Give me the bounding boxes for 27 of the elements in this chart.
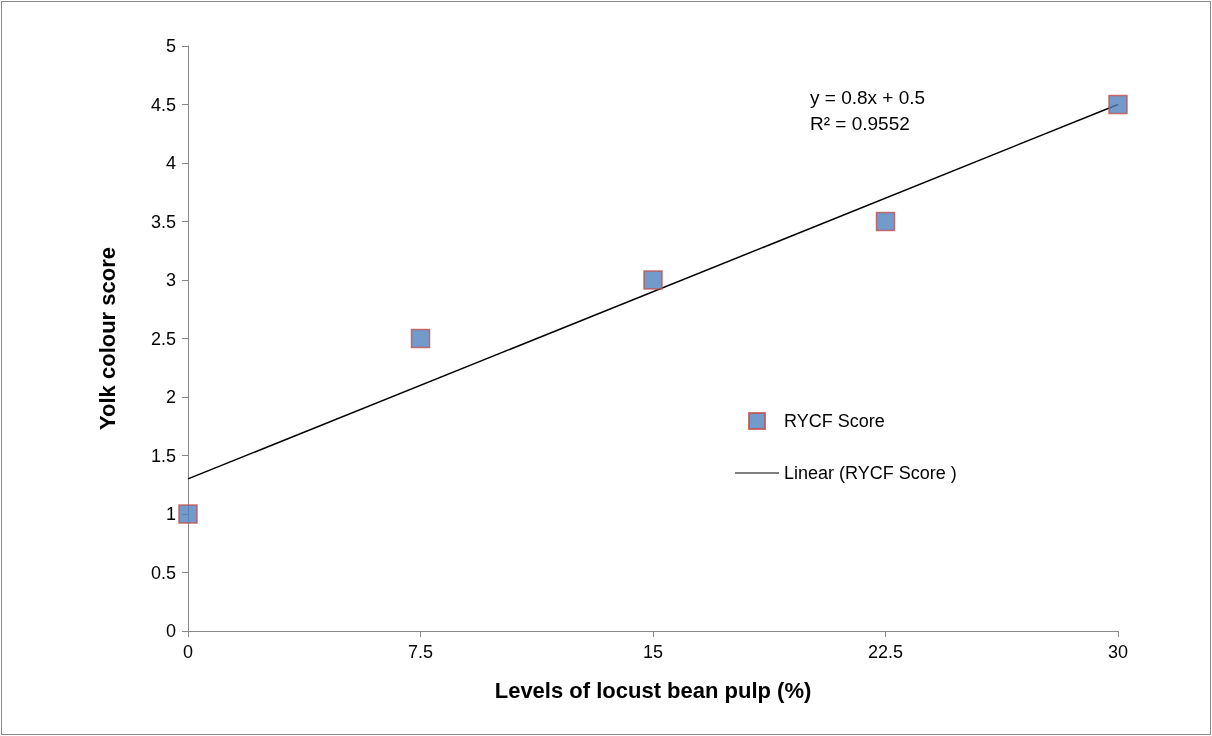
y-tick-label: 3.5	[150, 211, 176, 232]
x-tick-label: 22.5	[867, 642, 904, 662]
annotation: y = 0.8x + 0.5	[810, 87, 926, 108]
x-tick-label: 15	[642, 642, 664, 662]
point	[178, 504, 198, 524]
legend-label: Linear (RYCF Score )	[784, 463, 957, 483]
point	[1108, 94, 1128, 115]
legend-label: RYCF Score	[784, 411, 885, 431]
annotation: R² = 0.9552	[810, 113, 910, 134]
y-tick-label: 0.5	[150, 562, 176, 583]
y-tick-label: 4	[165, 153, 176, 173]
y-tick-label: 4.5	[150, 94, 176, 115]
y-tick-label: 1	[165, 504, 176, 524]
x-tick-label: 30	[1107, 642, 1129, 662]
y-axis-title: Yolk colour score	[94, 247, 120, 430]
y-tick-label: 1.5	[150, 445, 176, 466]
point	[410, 328, 431, 349]
x-axis-title: Levels of locust bean pulp (%)	[494, 677, 812, 703]
point	[875, 211, 896, 232]
y-tick-label: 5	[165, 36, 176, 56]
y-tick-label: 0	[165, 621, 176, 641]
x-tick-label: 0	[182, 642, 194, 662]
y-tick-label: 2.5	[150, 328, 176, 349]
point	[643, 270, 663, 290]
y-tick-label: 3	[165, 270, 176, 290]
y-tick-label: 2	[165, 387, 176, 407]
x-tick-label: 7.5	[407, 642, 434, 662]
